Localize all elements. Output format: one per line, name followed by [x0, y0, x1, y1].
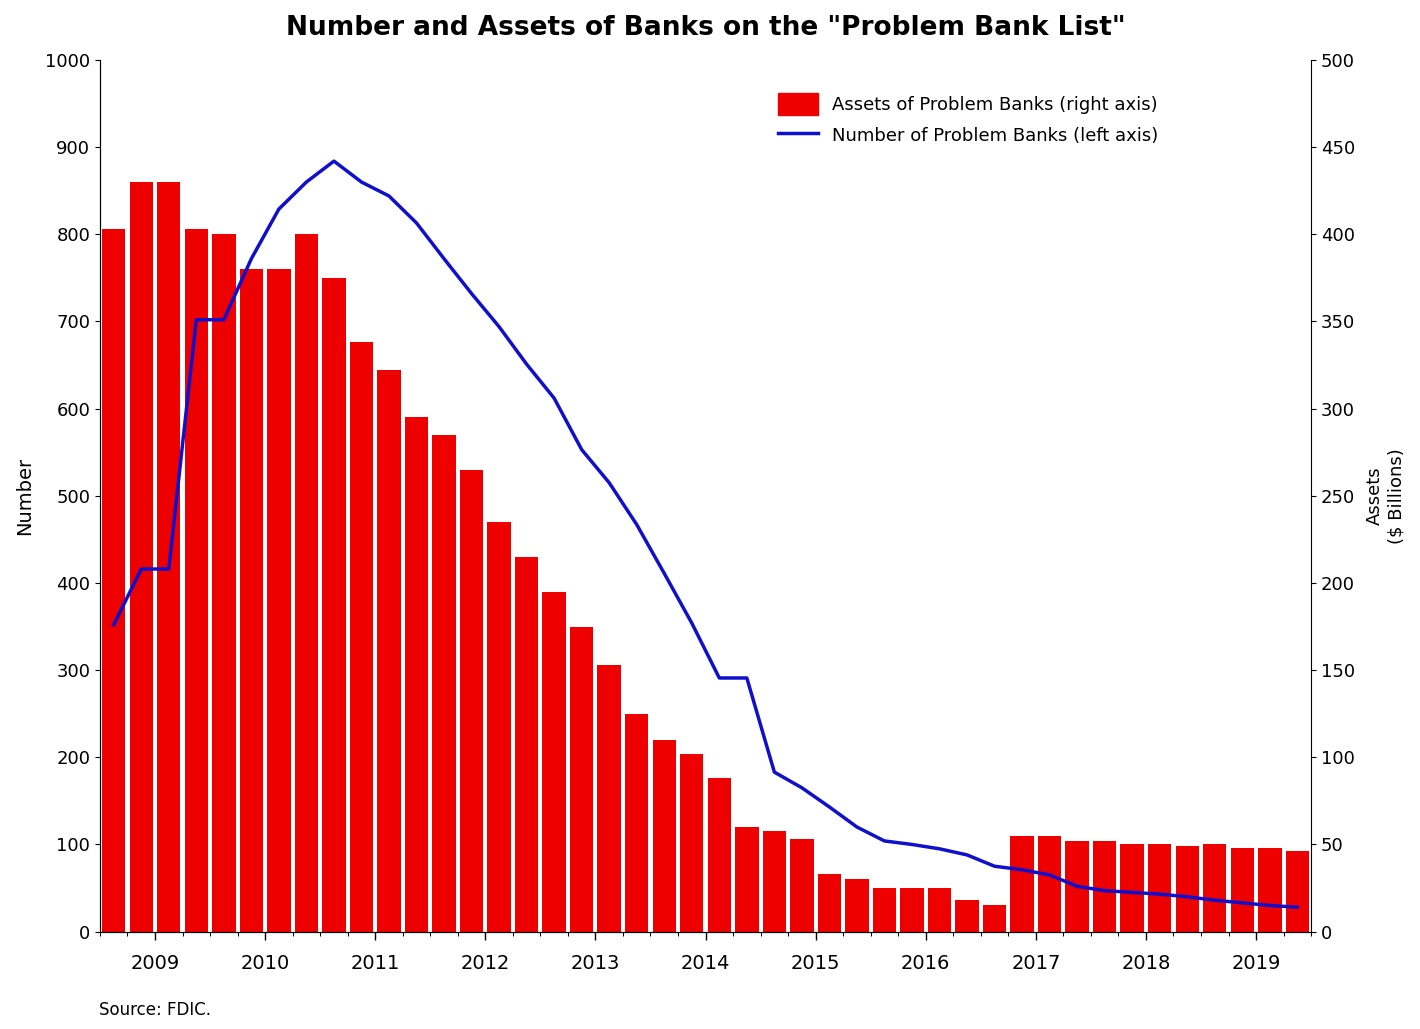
Bar [1231, 848, 1254, 931]
Bar [295, 235, 318, 931]
Bar [569, 627, 594, 931]
Bar [487, 522, 511, 931]
Bar [763, 830, 787, 931]
Bar [1065, 841, 1089, 931]
Bar [1147, 845, 1172, 931]
Bar [900, 888, 923, 931]
Bar [542, 592, 565, 931]
Bar [983, 906, 1007, 931]
Bar [405, 418, 429, 931]
Bar [267, 270, 291, 931]
Bar [680, 754, 703, 931]
Bar [927, 888, 951, 931]
Title: Number and Assets of Banks on the "Problem Bank List": Number and Assets of Banks on the "Probl… [285, 15, 1126, 41]
Bar [1258, 848, 1281, 931]
Bar [1038, 836, 1061, 931]
Legend: Assets of Problem Banks (right axis), Number of Problem Banks (left axis): Assets of Problem Banks (right axis), Nu… [771, 86, 1166, 153]
Bar [845, 880, 869, 931]
Bar [102, 229, 125, 931]
Bar [432, 435, 456, 931]
Bar [1011, 836, 1034, 931]
Bar [378, 370, 400, 931]
Bar [129, 182, 153, 931]
Bar [1093, 841, 1116, 931]
Bar [322, 278, 345, 931]
Bar [818, 874, 841, 931]
Bar [158, 182, 180, 931]
Bar [1203, 845, 1227, 931]
Bar [736, 827, 758, 931]
Bar [598, 665, 621, 931]
Bar [185, 229, 207, 931]
Bar [790, 840, 814, 931]
Y-axis label: Number: Number [16, 457, 34, 535]
Bar [1120, 845, 1145, 931]
Bar [873, 888, 896, 931]
Bar [653, 740, 676, 931]
Bar [707, 778, 731, 931]
Bar [460, 469, 483, 931]
Bar [1285, 851, 1309, 931]
Y-axis label: Assets
($ Billions): Assets ($ Billions) [1366, 448, 1404, 543]
Bar [1176, 846, 1198, 931]
Bar [349, 343, 373, 931]
Text: Source: FDIC.: Source: FDIC. [99, 1001, 212, 1019]
Bar [625, 714, 649, 931]
Bar [240, 270, 263, 931]
Bar [515, 557, 538, 931]
Bar [956, 900, 978, 931]
Bar [212, 235, 236, 931]
